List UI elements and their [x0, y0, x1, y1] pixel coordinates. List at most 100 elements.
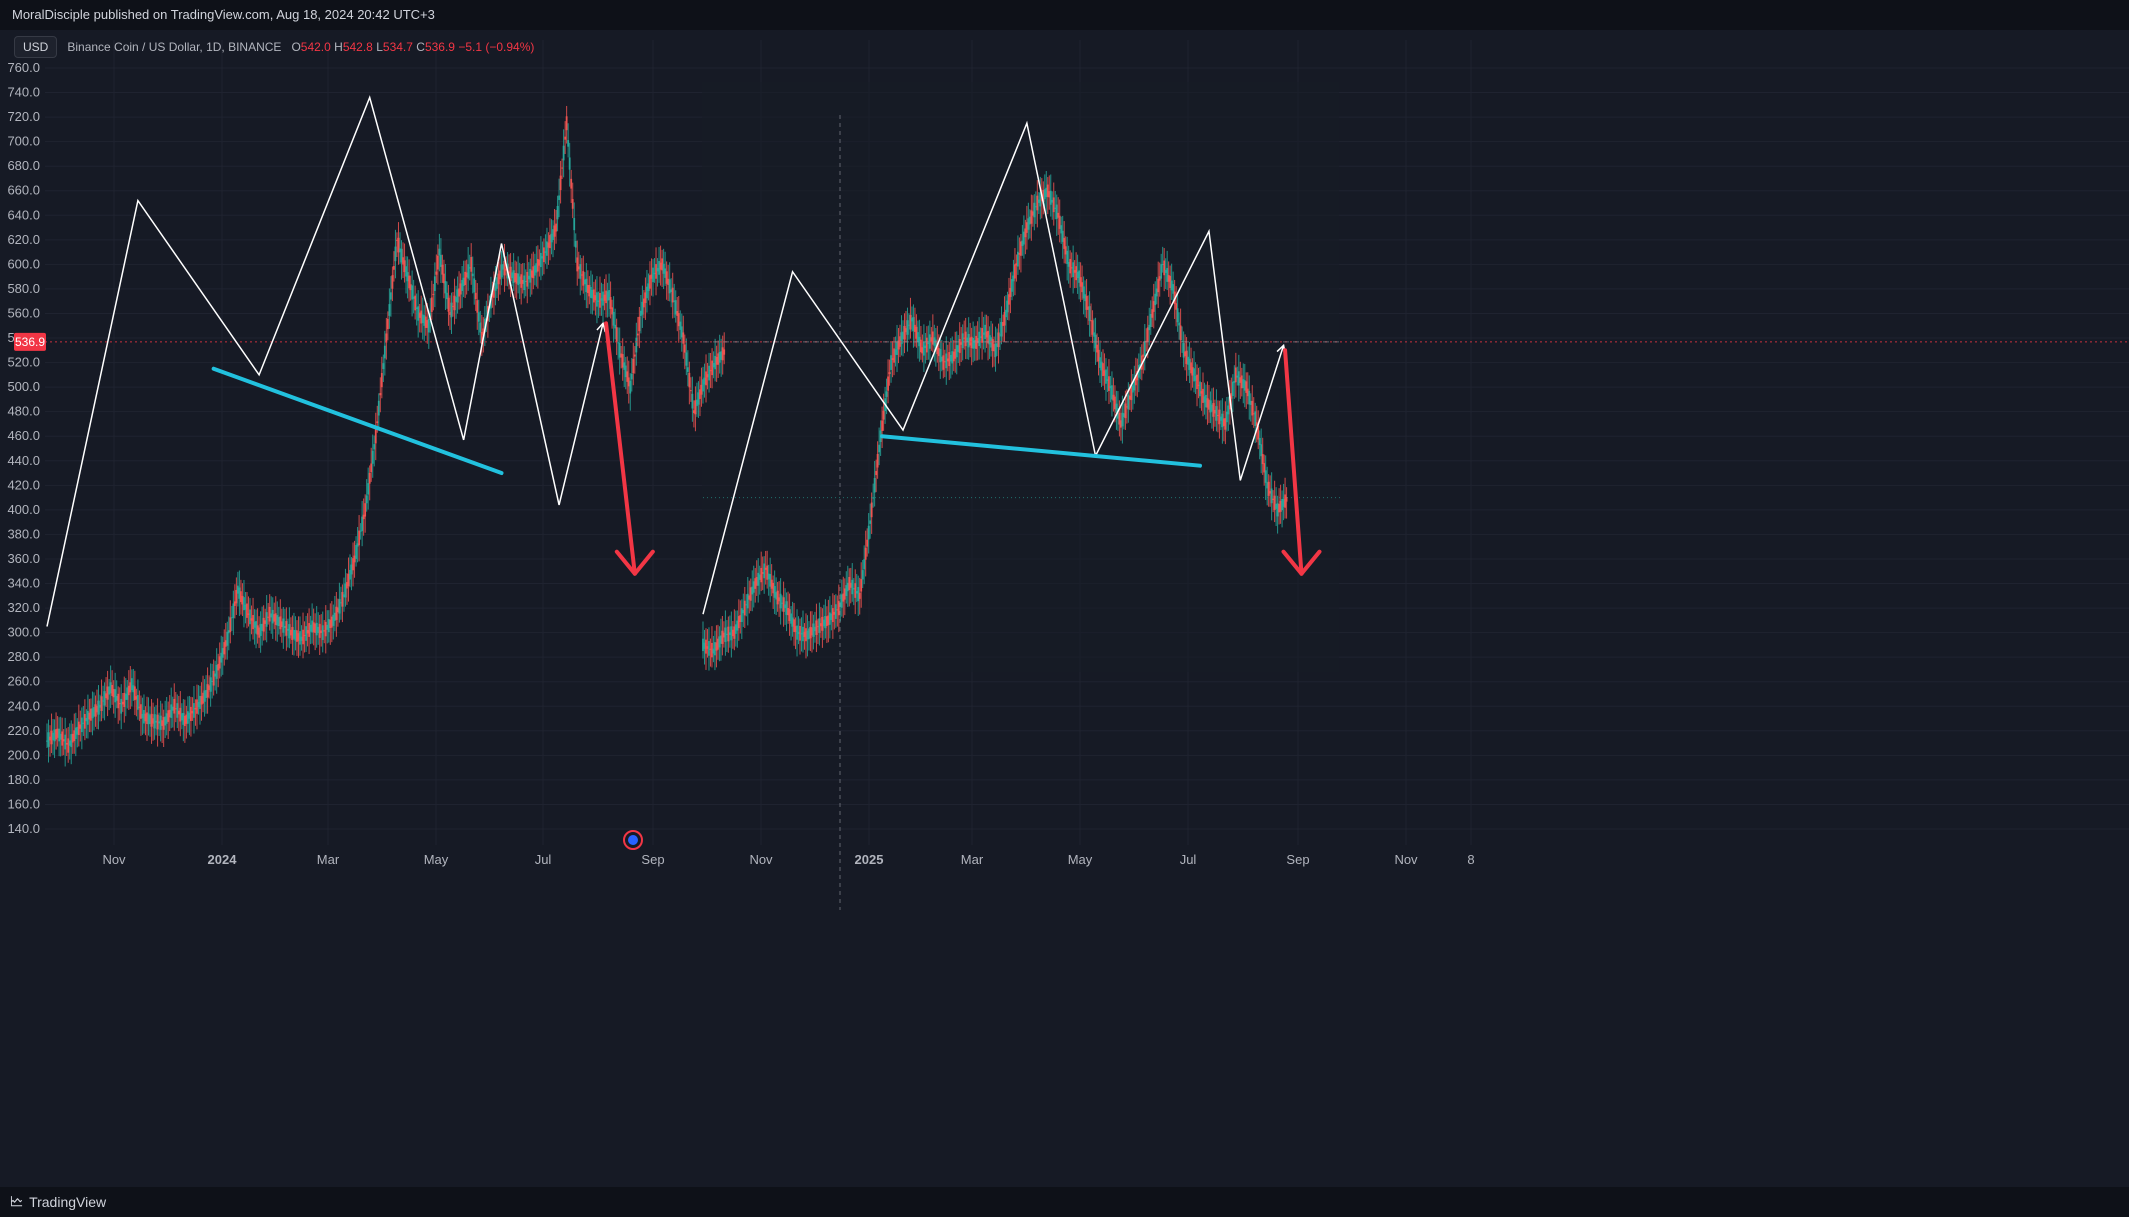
candle-body — [890, 355, 892, 370]
candle-body — [1131, 385, 1134, 393]
candle-body — [99, 704, 101, 708]
candle-body — [724, 627, 727, 642]
candle-body — [602, 291, 604, 306]
candle-body — [152, 718, 154, 724]
y-tick-label: 340.0 — [7, 576, 40, 591]
pattern-zigzag-line — [46, 95, 604, 627]
candle-body — [945, 353, 948, 369]
candle-body — [176, 703, 179, 718]
candle-body — [502, 264, 504, 270]
change-value: −5.1 (−0.94%) — [458, 40, 535, 54]
candle-body — [568, 157, 571, 170]
candle-body — [68, 740, 71, 746]
candle-body — [996, 343, 998, 347]
candle-body — [271, 609, 274, 624]
candle-body — [1048, 191, 1051, 198]
candle-body — [188, 712, 191, 719]
candle-body — [100, 696, 103, 711]
candle-body — [720, 635, 722, 644]
candle-body — [215, 664, 218, 679]
candle-body — [1142, 354, 1145, 357]
candle-body — [715, 356, 718, 365]
candle-body — [739, 615, 742, 623]
candle-body — [1211, 404, 1213, 412]
candle-body — [818, 618, 821, 633]
candle-body — [1093, 332, 1095, 337]
candle-body — [1155, 288, 1158, 297]
candle-body — [1166, 267, 1169, 282]
y-tick-label: 220.0 — [7, 723, 40, 738]
x-tick-label: Nov — [1394, 852, 1418, 867]
candle-body — [636, 333, 639, 336]
candle-body — [229, 617, 232, 633]
candle-body — [58, 728, 61, 742]
candle-body — [1009, 287, 1012, 297]
candle-body — [597, 300, 600, 302]
event-marker-icon[interactable] — [623, 830, 643, 850]
candle-body — [499, 270, 501, 280]
candle-body — [900, 332, 903, 344]
candle-body — [915, 326, 918, 339]
tradingview-logo[interactable]: 🗠 TradingView — [10, 1187, 106, 1217]
candle-body — [77, 721, 80, 736]
x-tick-label: Sep — [1286, 852, 1309, 867]
candle-body — [805, 628, 807, 642]
candle-body — [535, 263, 538, 273]
candle-body — [550, 233, 553, 243]
candle-body — [411, 285, 414, 300]
candle-body — [268, 606, 271, 622]
candle-body — [620, 353, 623, 358]
candle-body — [685, 352, 688, 366]
candle-body — [1087, 306, 1089, 310]
candle-body — [845, 585, 848, 596]
candle-body — [1005, 309, 1007, 318]
candle-body — [803, 631, 806, 637]
currency-button[interactable]: USD — [14, 36, 58, 58]
candle-body — [1118, 412, 1121, 425]
candle-body — [999, 334, 1001, 336]
candle-body — [293, 629, 295, 639]
candle-body — [655, 264, 657, 279]
y-tick-label: 140.0 — [7, 821, 40, 836]
candle-body — [957, 345, 960, 352]
candle-body — [56, 728, 59, 738]
candle-body — [1169, 275, 1172, 288]
candle-body — [755, 577, 758, 586]
candle-body — [954, 348, 957, 359]
candle-body — [1270, 488, 1273, 504]
candle-body — [1208, 399, 1210, 410]
candle-body — [1117, 408, 1119, 419]
candle-body — [226, 631, 229, 646]
candle-body — [441, 264, 444, 275]
candle-body — [860, 579, 863, 592]
candle-body — [782, 597, 785, 612]
candle-body — [123, 692, 126, 707]
candle-body — [618, 343, 621, 358]
chart-svg[interactable]: 760.0 740.0 720.0 700.0 680.0 660.0 640.0 620.0… — [0, 0, 2129, 1187]
candle-body — [1161, 264, 1164, 266]
candle-body — [1052, 197, 1055, 213]
candle-body — [1088, 306, 1091, 321]
candle-body — [370, 463, 373, 473]
candle-body — [109, 682, 112, 694]
candle-body — [574, 240, 577, 248]
candle-body — [161, 720, 164, 726]
candle-body — [1255, 422, 1258, 426]
candle-body — [736, 620, 739, 631]
candle-body — [1015, 263, 1018, 266]
candle-body — [264, 620, 267, 624]
candle-body — [921, 347, 924, 354]
candle-body — [315, 622, 318, 636]
candle-body — [1051, 199, 1054, 203]
candle-body — [209, 677, 212, 692]
candle-body — [102, 700, 104, 702]
y-tick-label: 180.0 — [7, 772, 40, 787]
candle-body — [183, 715, 186, 727]
candle-body — [1212, 403, 1215, 417]
candle-body — [453, 295, 456, 311]
candle-body — [1179, 325, 1182, 341]
symbol-title[interactable]: Binance Coin / US Dollar, 1D, BINANCE — [67, 40, 282, 54]
candle-body — [743, 600, 746, 616]
candle-body — [787, 607, 789, 616]
candle-body — [361, 516, 364, 532]
